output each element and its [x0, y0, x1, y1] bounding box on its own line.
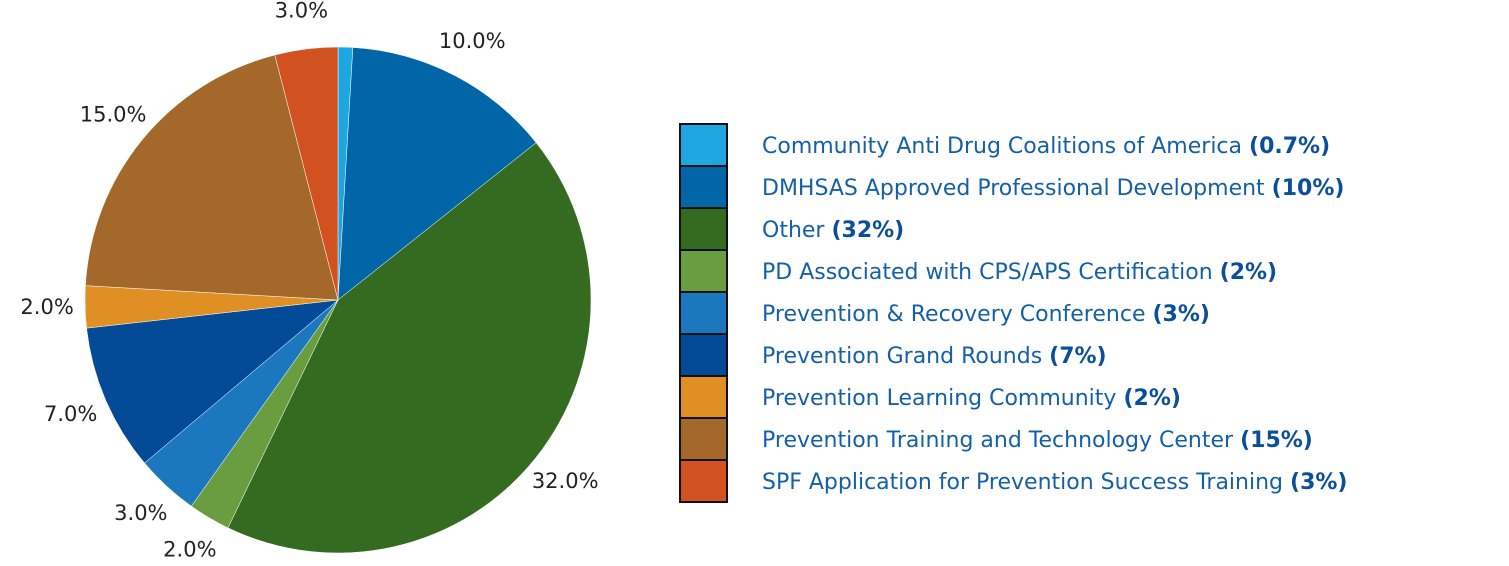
legend-name: Prevention Grand Rounds — [762, 344, 1042, 369]
data-label: 3.0% — [275, 0, 328, 22]
legend-value: (2%) — [1123, 386, 1180, 411]
legend-entry: DMHSAS Approved Professional Development… — [762, 176, 1344, 201]
legend-entry: Other (32%) — [762, 218, 904, 243]
legend-swatch — [679, 333, 728, 377]
legend-name: Prevention Learning Community — [762, 386, 1116, 411]
legend-swatch — [679, 291, 728, 335]
legend-entry: Prevention Training and Technology Cente… — [762, 428, 1313, 453]
legend-name: Prevention & Recovery Conference — [762, 302, 1145, 327]
data-label: 2.0% — [20, 295, 73, 319]
legend-name: PD Associated with CPS/APS Certification — [762, 260, 1213, 285]
pie-slice — [86, 299, 339, 464]
legend-entry: Prevention Grand Rounds (7%) — [762, 344, 1107, 369]
pie-slice — [227, 142, 592, 554]
legend-swatch — [679, 417, 728, 461]
legend-name: SPF Application for Prevention Success T… — [762, 470, 1283, 495]
legend-name: DMHSAS Approved Professional Development — [762, 176, 1265, 201]
legend-swatch — [679, 249, 728, 293]
legend-swatch — [679, 207, 728, 251]
legend-entry: Community Anti Drug Coalitions of Americ… — [762, 134, 1330, 159]
legend-value: (2%) — [1220, 260, 1277, 285]
data-label: 10.0% — [439, 29, 506, 53]
pie-slice — [337, 47, 537, 301]
pie-slice — [85, 54, 339, 301]
data-label: 2.0% — [163, 537, 216, 561]
data-label: 15.0% — [80, 102, 147, 126]
legend-value: (10%) — [1272, 176, 1345, 201]
legend-entry: Prevention Learning Community (2%) — [762, 386, 1181, 411]
legend-swatch — [679, 375, 728, 419]
legend-name: Other — [762, 218, 825, 243]
legend-name: Community Anti Drug Coalitions of Americ… — [762, 134, 1242, 159]
legend-name: Prevention Training and Technology Cente… — [762, 428, 1234, 453]
legend-value: (32%) — [831, 218, 904, 243]
legend-entry: PD Associated with CPS/APS Certification… — [762, 260, 1277, 285]
legend-value: (3%) — [1290, 470, 1347, 495]
legend-entry: SPF Application for Prevention Success T… — [762, 470, 1347, 495]
data-label: 7.0% — [44, 402, 97, 426]
legend-swatch — [679, 459, 728, 503]
data-label: 32.0% — [532, 469, 599, 493]
legend-swatch — [679, 123, 728, 167]
data-label: 3.0% — [114, 501, 167, 525]
pie-slice — [274, 46, 339, 301]
legend-value: (0.7%) — [1249, 134, 1330, 159]
legend-value: (3%) — [1152, 302, 1209, 327]
legend-value: (15%) — [1240, 428, 1313, 453]
legend-swatch — [679, 165, 728, 209]
legend-value: (7%) — [1049, 344, 1106, 369]
legend-entry: Prevention & Recovery Conference (3%) — [762, 302, 1210, 327]
